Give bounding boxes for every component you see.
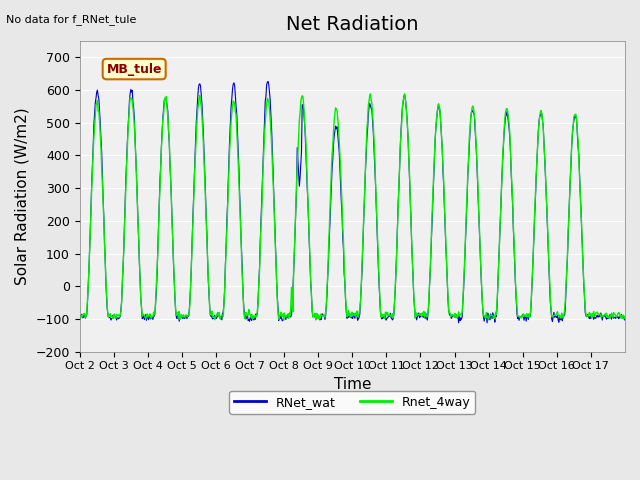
Rnet_4way xyxy=(240,311,248,316)
RNet_wat xyxy=(621,317,629,323)
Y-axis label: Solar Radiation (W/m2): Solar Radiation (W/m2) xyxy=(15,108,30,285)
Rnet_4way xyxy=(76,312,83,318)
Text: No data for f_RNet_tule: No data for f_RNet_tule xyxy=(6,14,137,25)
RNet_wat xyxy=(140,313,147,319)
Rnet_4way xyxy=(440,202,448,207)
RNet_wat xyxy=(409,279,417,285)
Rnet_4way xyxy=(289,290,296,296)
Rnet_4way xyxy=(280,317,287,323)
Line: Rnet_4way: Rnet_4way xyxy=(79,94,625,320)
X-axis label: Time: Time xyxy=(333,377,371,392)
Legend: RNet_wat, Rnet_4way: RNet_wat, Rnet_4way xyxy=(229,391,476,414)
RNet_wat xyxy=(76,313,83,319)
RNet_wat xyxy=(289,301,296,307)
RNet_wat xyxy=(240,305,248,311)
Rnet_4way xyxy=(267,129,275,134)
Line: RNet_wat: RNet_wat xyxy=(79,82,625,323)
Rnet_4way xyxy=(410,294,418,300)
Rnet_4way xyxy=(621,315,629,321)
Text: MB_tule: MB_tule xyxy=(106,62,162,75)
RNet_wat xyxy=(268,127,275,132)
Rnet_4way xyxy=(140,312,147,318)
Rnet_4way xyxy=(401,91,408,96)
RNet_wat xyxy=(440,183,447,189)
RNet_wat xyxy=(483,320,491,326)
Title: Net Radiation: Net Radiation xyxy=(286,15,419,34)
RNet_wat xyxy=(264,79,272,84)
